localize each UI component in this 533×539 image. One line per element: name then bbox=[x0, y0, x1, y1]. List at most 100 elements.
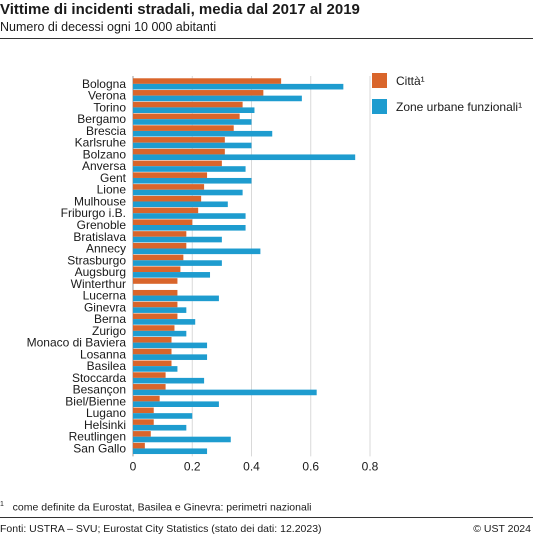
bar-citta bbox=[133, 348, 172, 355]
bar-zone-urbane bbox=[133, 295, 219, 302]
bar-zone-urbane bbox=[133, 389, 317, 396]
bar-zone-urbane bbox=[133, 377, 205, 384]
bar-zone-urbane bbox=[133, 307, 187, 313]
bar-zone-urbane bbox=[133, 177, 252, 184]
bar-citta bbox=[133, 78, 282, 84]
footnote: 1 come definite da Eurostat, Basilea e G… bbox=[0, 501, 312, 514]
bar-zone-urbane bbox=[133, 83, 344, 90]
category-label: Augsburg bbox=[75, 265, 126, 279]
copyright-text: © UST 2024 bbox=[473, 523, 531, 535]
legend-swatch bbox=[372, 99, 387, 114]
bar-zone-urbane bbox=[133, 119, 252, 125]
bottom-rule bbox=[0, 517, 533, 518]
category-label: Lugano bbox=[86, 406, 126, 420]
bar-zone-urbane bbox=[133, 154, 356, 161]
bar-citta bbox=[133, 360, 172, 367]
category-label: San Gallo bbox=[73, 441, 126, 455]
bar-zone-urbane bbox=[133, 342, 208, 349]
footnote-marker: 1 bbox=[0, 501, 4, 508]
category-label: Biel/Bienne bbox=[65, 394, 126, 408]
bar-zone-urbane bbox=[133, 130, 273, 137]
category-label: Anversa bbox=[82, 159, 126, 173]
category-label: Karlsruhe bbox=[75, 136, 127, 150]
bar-citta bbox=[133, 172, 208, 178]
category-label: Besançon bbox=[73, 383, 126, 397]
category-label: Bergamo bbox=[77, 112, 126, 126]
bar-citta bbox=[133, 125, 234, 131]
x-tick-label: 0.4 bbox=[243, 459, 260, 473]
bar-zone-urbane bbox=[133, 260, 222, 266]
category-label: Annecy bbox=[86, 242, 126, 256]
bar-citta bbox=[133, 184, 205, 190]
bar-citta bbox=[133, 301, 178, 308]
bar-citta bbox=[133, 242, 187, 249]
bar-zone-urbane bbox=[133, 401, 219, 407]
bar-zone-urbane bbox=[133, 436, 231, 443]
bar-zone-urbane bbox=[133, 272, 211, 278]
bar-zone-urbane bbox=[133, 319, 196, 325]
category-label: Grenoble bbox=[77, 218, 127, 232]
x-tick-label: 0.6 bbox=[302, 459, 319, 473]
category-label: Torino bbox=[93, 100, 126, 114]
source-text: Fonti: USTRA – SVU; Eurostat City Statis… bbox=[0, 523, 322, 535]
category-label: Gent bbox=[100, 171, 127, 185]
top-rule bbox=[0, 38, 533, 39]
bar-zone-urbane bbox=[133, 413, 193, 419]
category-label: Lione bbox=[97, 183, 127, 197]
legend-label: Zone urbane funzionali¹ bbox=[396, 100, 522, 114]
category-label: Verona bbox=[88, 89, 126, 103]
category-label: Helsinki bbox=[84, 418, 126, 432]
bar-citta bbox=[133, 372, 166, 378]
bar-zone-urbane bbox=[133, 189, 243, 196]
category-label: Bratislava bbox=[73, 230, 126, 244]
bar-citta bbox=[133, 195, 202, 202]
bar-zone-urbane bbox=[133, 424, 187, 431]
bar-zone-urbane bbox=[133, 107, 255, 113]
category-label: Brescia bbox=[86, 124, 126, 138]
category-label: Losanna bbox=[80, 347, 126, 361]
bar-citta bbox=[133, 325, 175, 331]
category-label: Basilea bbox=[87, 359, 127, 373]
bar-zone-urbane bbox=[133, 366, 178, 372]
category-label: Mulhouse bbox=[74, 194, 126, 208]
x-tick-labels: 0 0.2 0.4 0.6 0.8 bbox=[130, 459, 379, 473]
chart-subtitle: Numero di decessi ogni 10 000 abitanti bbox=[0, 20, 217, 34]
bar-citta bbox=[133, 384, 166, 390]
bar-citta bbox=[133, 442, 145, 449]
category-label: Zurigo bbox=[92, 324, 126, 338]
bar-zone-urbane bbox=[133, 95, 302, 102]
category-label: Friburgo i.B. bbox=[61, 206, 126, 220]
bar-citta bbox=[133, 160, 222, 167]
bar-citta bbox=[133, 431, 151, 437]
bar-citta bbox=[133, 207, 199, 214]
bar-citta bbox=[133, 137, 225, 143]
bar-citta bbox=[133, 313, 178, 320]
bar-zone-urbane bbox=[133, 330, 187, 337]
bar-citta bbox=[133, 337, 172, 343]
bar-citta bbox=[133, 231, 187, 237]
x-tick-label: 0.2 bbox=[184, 459, 201, 473]
category-label: Ginevra bbox=[84, 300, 126, 314]
category-label: Winterthur bbox=[71, 277, 126, 291]
category-label: Reutlingen bbox=[69, 430, 126, 444]
legend: Città¹ Zone urbane funzionali¹ bbox=[372, 73, 522, 114]
bar-zone-urbane bbox=[133, 248, 261, 255]
bar-zone-urbane bbox=[133, 201, 228, 208]
legend-swatch bbox=[372, 73, 387, 88]
legend-label: Città¹ bbox=[396, 74, 425, 88]
bar-zone-urbane bbox=[133, 236, 222, 243]
bar-zone-urbane bbox=[133, 166, 246, 172]
bar-citta bbox=[133, 395, 160, 402]
bar-citta bbox=[133, 101, 243, 108]
bar-zone-urbane bbox=[133, 213, 246, 219]
category-label: Bolzano bbox=[83, 147, 127, 161]
chart-title: Vittime di incidenti stradali, media dal… bbox=[0, 1, 360, 18]
bar-citta bbox=[133, 289, 178, 296]
bar-zone-urbane bbox=[133, 354, 208, 360]
category-label: Monaco di Baviera bbox=[27, 336, 127, 350]
category-labels: BolognaVeronaTorinoBergamoBresciaKarlsru… bbox=[27, 77, 127, 456]
category-label: Berna bbox=[94, 312, 126, 326]
bar-citta bbox=[133, 113, 240, 120]
category-label: Lucerna bbox=[83, 289, 127, 303]
x-tick-label: 0 bbox=[130, 459, 137, 473]
